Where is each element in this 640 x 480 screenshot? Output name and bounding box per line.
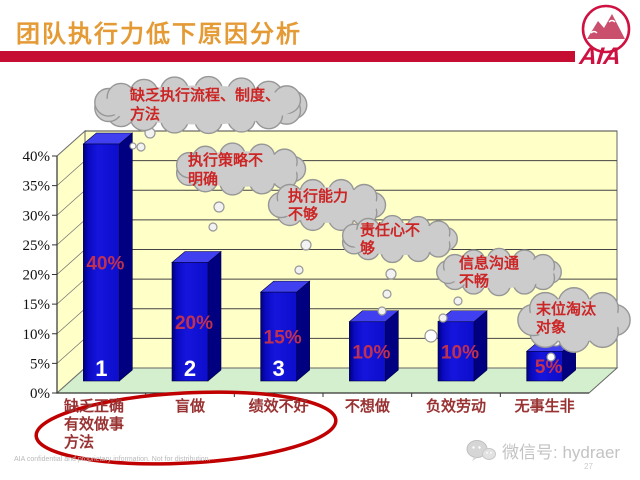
y-tick-label: 40% [23,149,51,165]
left-wall-diagonal [56,308,86,335]
bar-3: 15%3 [259,280,311,382]
cloud-text: 执行能力不够 [288,187,348,223]
y-tick-label: 10% [23,327,51,343]
thought-bubble [546,352,556,362]
thought-bubble [453,296,463,306]
thought-bubble [424,329,438,343]
watermark-label: 微信号: hydraer [502,443,621,462]
cloud-body [276,187,378,223]
bird-icon [590,19,616,34]
watermark: 微信号: hydraer [466,438,620,463]
thought-bubble [438,313,448,323]
page-title: 团队执行力低下原因分析 [16,21,302,48]
thought-bubble [300,239,312,251]
aia-logo: AIA [577,4,631,70]
annotation-cloud-5: 信息沟通不畅 [436,247,562,297]
bar-rank-label: 3 [273,356,285,381]
bar-2: 20% 2 [171,250,222,382]
cloud-body [102,85,298,125]
left-wall-diagonal [56,249,86,275]
bar-value-label: 40% [86,254,124,275]
cloud-body [444,255,554,289]
left-wall-diagonal [56,160,86,186]
category-label: 缺乏正确 有效做事 方法 [64,398,125,451]
cloud-body [348,222,450,256]
bar-5: 10% [437,310,488,382]
left-wall-diagonal [56,367,86,394]
category-label: 无事生非 [514,398,575,415]
y-tick-label: 20% [23,268,51,284]
bar-front-face [437,321,475,382]
left-wall-diagonal [56,130,86,157]
annotation-cloud-3: 执行能力不够 [267,178,387,232]
bar-front-face [83,143,120,382]
cloud-body [182,151,298,187]
bar-rank-label: 2 [184,356,196,381]
emphasis-ellipse [34,390,338,466]
left-wall-diagonal [56,338,86,364]
thought-bubble [136,142,146,152]
thought-bubble [208,222,218,232]
annotation-cloud-1: 缺乏执行流程、制度、方法 [94,75,308,135]
bar-front-face [171,262,209,382]
y-tick-label: 0% [30,386,50,402]
thought-bubble [213,201,225,213]
bar-value-label: 5% [535,357,563,378]
annotation-cloud-6: 末位淘汰对象 [517,287,631,353]
cloud-text: 末位淘汰对象 [536,300,597,336]
thought-bubble [385,268,397,280]
page-number: 27 [584,462,593,471]
cloud-text: 信息沟通不畅 [459,254,519,290]
bar-value-label: 15% [264,328,302,349]
thought-bubble [294,265,304,275]
bar-1: 40% 1 [82,132,134,382]
thought-bubble [377,306,387,316]
y-tick-label: 35% [23,179,51,195]
cloud-text: 执行策略不明确 [188,151,263,188]
category-label: 不想做 [344,398,390,415]
bar-value-label: 10% [352,342,390,363]
thought-bubble [129,142,137,150]
bar-front-face [349,321,386,382]
cloud-body [528,297,620,343]
y-tick-label: 15% [23,297,51,313]
annotation-cloud-2: 执行策略不明确 [175,142,307,196]
annotation-cloud-4: 责任心不够 [341,214,458,264]
bar-4: 10% [348,310,400,382]
left-wall-diagonal [56,219,86,246]
wechat-icon [466,439,496,461]
bar-front-face [260,291,297,382]
left-wall-diagonal [56,278,86,305]
y-tick-label: 30% [23,208,51,224]
category-label: 盲做 [174,398,205,415]
category-label: 绩效不好 [248,398,309,415]
bar-value-label: 10% [441,342,479,363]
thought-bubble [382,289,392,299]
cloud-text: 责任心不够 [359,221,420,257]
y-tick-label: 25% [23,238,51,254]
header-accent-bar [0,51,575,62]
bar-rank-label: 1 [95,356,107,381]
category-label: 负效劳动 [425,398,486,415]
cloud-text: 缺乏执行流程、制度、方法 [129,86,280,123]
bar-front-face [526,351,563,382]
logo-wordmark: AIA [577,43,622,70]
left-wall-diagonal [56,189,86,216]
bar-value-label: 20% [175,313,213,334]
footer-disclaimer: AIA confidential and proprietary informa… [14,456,211,463]
y-tick-label: 5% [30,356,50,372]
